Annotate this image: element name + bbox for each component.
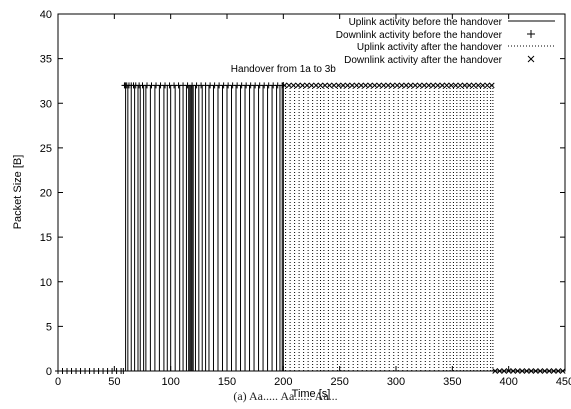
downlink-after-point	[317, 82, 324, 89]
downlink-after-point	[443, 82, 450, 89]
downlink-after-point	[295, 82, 301, 89]
downlink-after-point	[326, 82, 333, 89]
downlink-after-point	[376, 82, 382, 89]
downlink-after-point	[371, 82, 378, 89]
downlink-after-point	[331, 82, 337, 89]
downlink-after-point	[466, 82, 473, 89]
axis-ticks: 0 50 100 150 200 250 300 350 400 450 0 5 10 15 20 25 30 3…	[40, 9, 571, 388]
legend: Uplink activity before the handover Down…	[336, 17, 555, 66]
downlink-before-point	[120, 368, 127, 374]
downlink-after-point	[546, 368, 553, 374]
x-tick-label: 150	[218, 376, 236, 388]
downlink-after-point	[416, 82, 423, 89]
downlink-after-point	[550, 368, 557, 374]
x-tick-label: 250	[330, 376, 348, 388]
y-tick-label: 40	[40, 9, 52, 21]
x-tick-label: 300	[387, 376, 405, 388]
downlink-after-point	[479, 82, 486, 89]
downlink-after-point	[484, 82, 491, 89]
downlink-after-point	[308, 82, 315, 89]
downlink-after-point	[514, 368, 521, 374]
downlink-after-point	[389, 82, 396, 89]
downlink-after-point	[541, 368, 548, 374]
downlink-after-point	[407, 82, 414, 89]
legend-label-uplink-after: Uplink activity after the handover	[357, 42, 503, 53]
handover-annotation: Handover from 1a to 3b	[231, 64, 336, 75]
downlink-after-point	[299, 82, 306, 89]
downlink-after-point	[457, 82, 464, 89]
downlink-after-point	[340, 82, 346, 89]
y-tick-label: 0	[46, 366, 52, 378]
y-tick-label: 20	[40, 188, 52, 200]
x-tick-label: 400	[499, 376, 517, 388]
downlink-after-point	[555, 368, 562, 374]
downlink-after-point	[496, 368, 503, 374]
downlink-after-point	[290, 82, 297, 89]
downlink-after-point	[313, 82, 319, 89]
downlink-after-point	[412, 82, 419, 89]
legend-swatch-cross	[527, 55, 535, 63]
downlink-after-point	[439, 82, 446, 89]
downlink-after-point	[461, 82, 468, 89]
downlink-after-point	[281, 82, 288, 89]
downlink-after-point	[430, 82, 437, 89]
y-tick-label: 30	[40, 98, 52, 110]
x-tick-label: 350	[443, 376, 461, 388]
downlink-after-point	[510, 368, 517, 374]
downlink-after-point	[421, 82, 428, 89]
legend-label-downlink-before: Downlink activity before the handover	[336, 30, 503, 41]
x-tick-label: 0	[55, 376, 61, 388]
downlink-after-point	[532, 368, 539, 374]
y-tick-label: 15	[40, 232, 52, 244]
downlink-after-point	[488, 82, 495, 89]
downlink-after-point	[344, 82, 351, 89]
y-tick-label: 10	[40, 277, 52, 289]
legend-label-uplink-before: Uplink activity before the handover	[349, 17, 503, 28]
downlink-after-point	[362, 82, 369, 89]
legend-entry-downlink-before: Downlink activity before the handover	[336, 30, 535, 41]
downlink-after-point	[349, 82, 355, 89]
legend-entry-downlink-after: Downlink activity after the handover	[344, 55, 535, 66]
downlink-after-point	[398, 82, 405, 89]
chart-marks	[55, 82, 566, 374]
downlink-after-point	[367, 82, 373, 89]
downlink-after-point	[335, 82, 342, 89]
downlink-after-point	[492, 368, 499, 374]
x-tick-label: 100	[161, 376, 179, 388]
y-tick-label: 35	[40, 54, 52, 66]
downlink-after-point	[385, 82, 391, 89]
downlink-after-point	[501, 368, 508, 374]
downlink-after-point	[286, 82, 292, 89]
downlink-after-point	[523, 368, 530, 374]
x-tick-label: 200	[274, 376, 292, 388]
downlink-after-point	[448, 82, 455, 89]
downlink-after-point	[304, 82, 310, 89]
legend-entry-uplink-before: Uplink activity before the handover	[349, 17, 555, 28]
x-tick-label: 50	[108, 376, 120, 388]
legend-entry-uplink-after: Uplink activity after the handover	[357, 42, 555, 53]
y-tick-label: 25	[40, 143, 52, 155]
figure-caption: (a) Aa..... Aa...... Aa...	[233, 389, 338, 403]
x-tick-label: 450	[556, 376, 571, 388]
downlink-after-point	[403, 82, 409, 89]
downlink-after-point	[537, 368, 544, 374]
downlink-after-point	[434, 82, 441, 89]
downlink-after-point	[528, 368, 535, 374]
legend-label-downlink-after: Downlink activity after the handover	[344, 55, 503, 66]
downlink-after-point	[470, 82, 477, 89]
downlink-after-point	[358, 82, 364, 89]
downlink-after-point	[394, 82, 400, 89]
downlink-after-point	[519, 368, 526, 374]
x-axis-title: Time [s]	[292, 388, 331, 400]
downlink-after-point	[475, 82, 482, 89]
downlink-after-point	[425, 82, 432, 89]
legend-swatch-plus	[527, 30, 535, 38]
downlink-after-point	[353, 82, 360, 89]
downlink-after-point	[380, 82, 387, 89]
y-axis-title: Packet Size [B]	[12, 155, 24, 230]
downlink-after-point	[452, 82, 459, 89]
y-tick-label: 5	[46, 321, 52, 333]
downlink-after-point	[322, 82, 328, 89]
